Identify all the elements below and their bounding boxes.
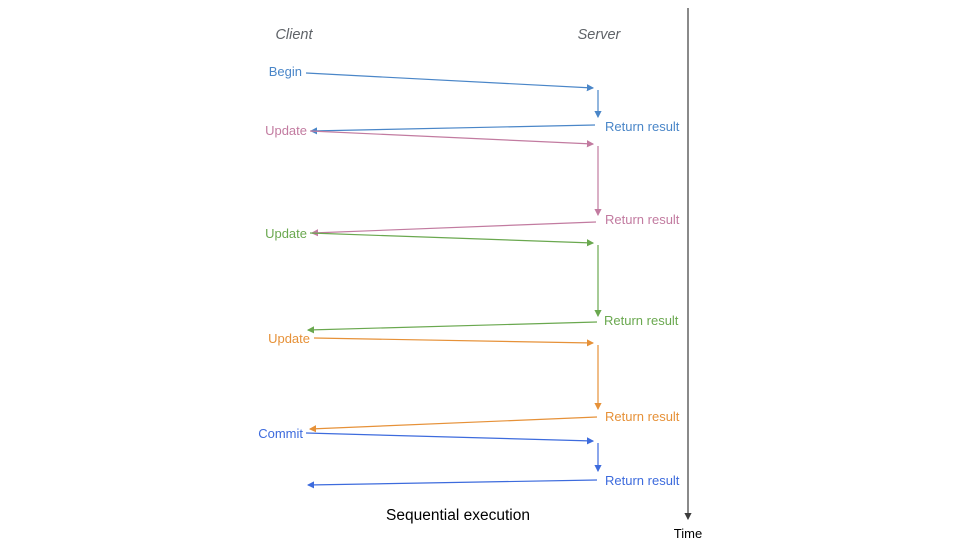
return-result-label: Return result [605,212,680,227]
time-axis-label: Time [674,526,702,540]
request-arrow [309,232,595,247]
sequence-update: Update Return result [268,331,680,433]
request-arrow [305,72,595,92]
time-axis: Time [674,8,702,540]
sequence-commit: Commit Return result [258,426,680,489]
server-column-header: Server [578,27,622,43]
sequence-begin: Begin Return result [269,64,680,135]
diagram-title: Sequential execution [386,507,530,524]
request-arrow [313,337,595,347]
return-arrow [310,221,597,237]
return-result-label: Return result [605,473,680,488]
message-label: Update [268,331,310,346]
message-label: Begin [269,64,302,79]
sequence-update: Update Return result [265,123,680,237]
message-label: Commit [258,426,303,441]
request-arrow [309,130,595,148]
return-arrow [308,416,598,433]
return-arrow [309,124,596,135]
sequence-update: Update Return result [265,226,679,334]
return-result-label: Return result [604,313,679,328]
return-result-label: Return result [605,409,680,424]
message-label: Update [265,226,307,241]
client-column-header: Client [275,27,313,43]
message-label: Update [265,123,307,138]
return-arrow [306,479,598,489]
return-arrow [306,321,598,334]
request-arrow [305,432,595,445]
return-result-label: Return result [605,119,680,134]
